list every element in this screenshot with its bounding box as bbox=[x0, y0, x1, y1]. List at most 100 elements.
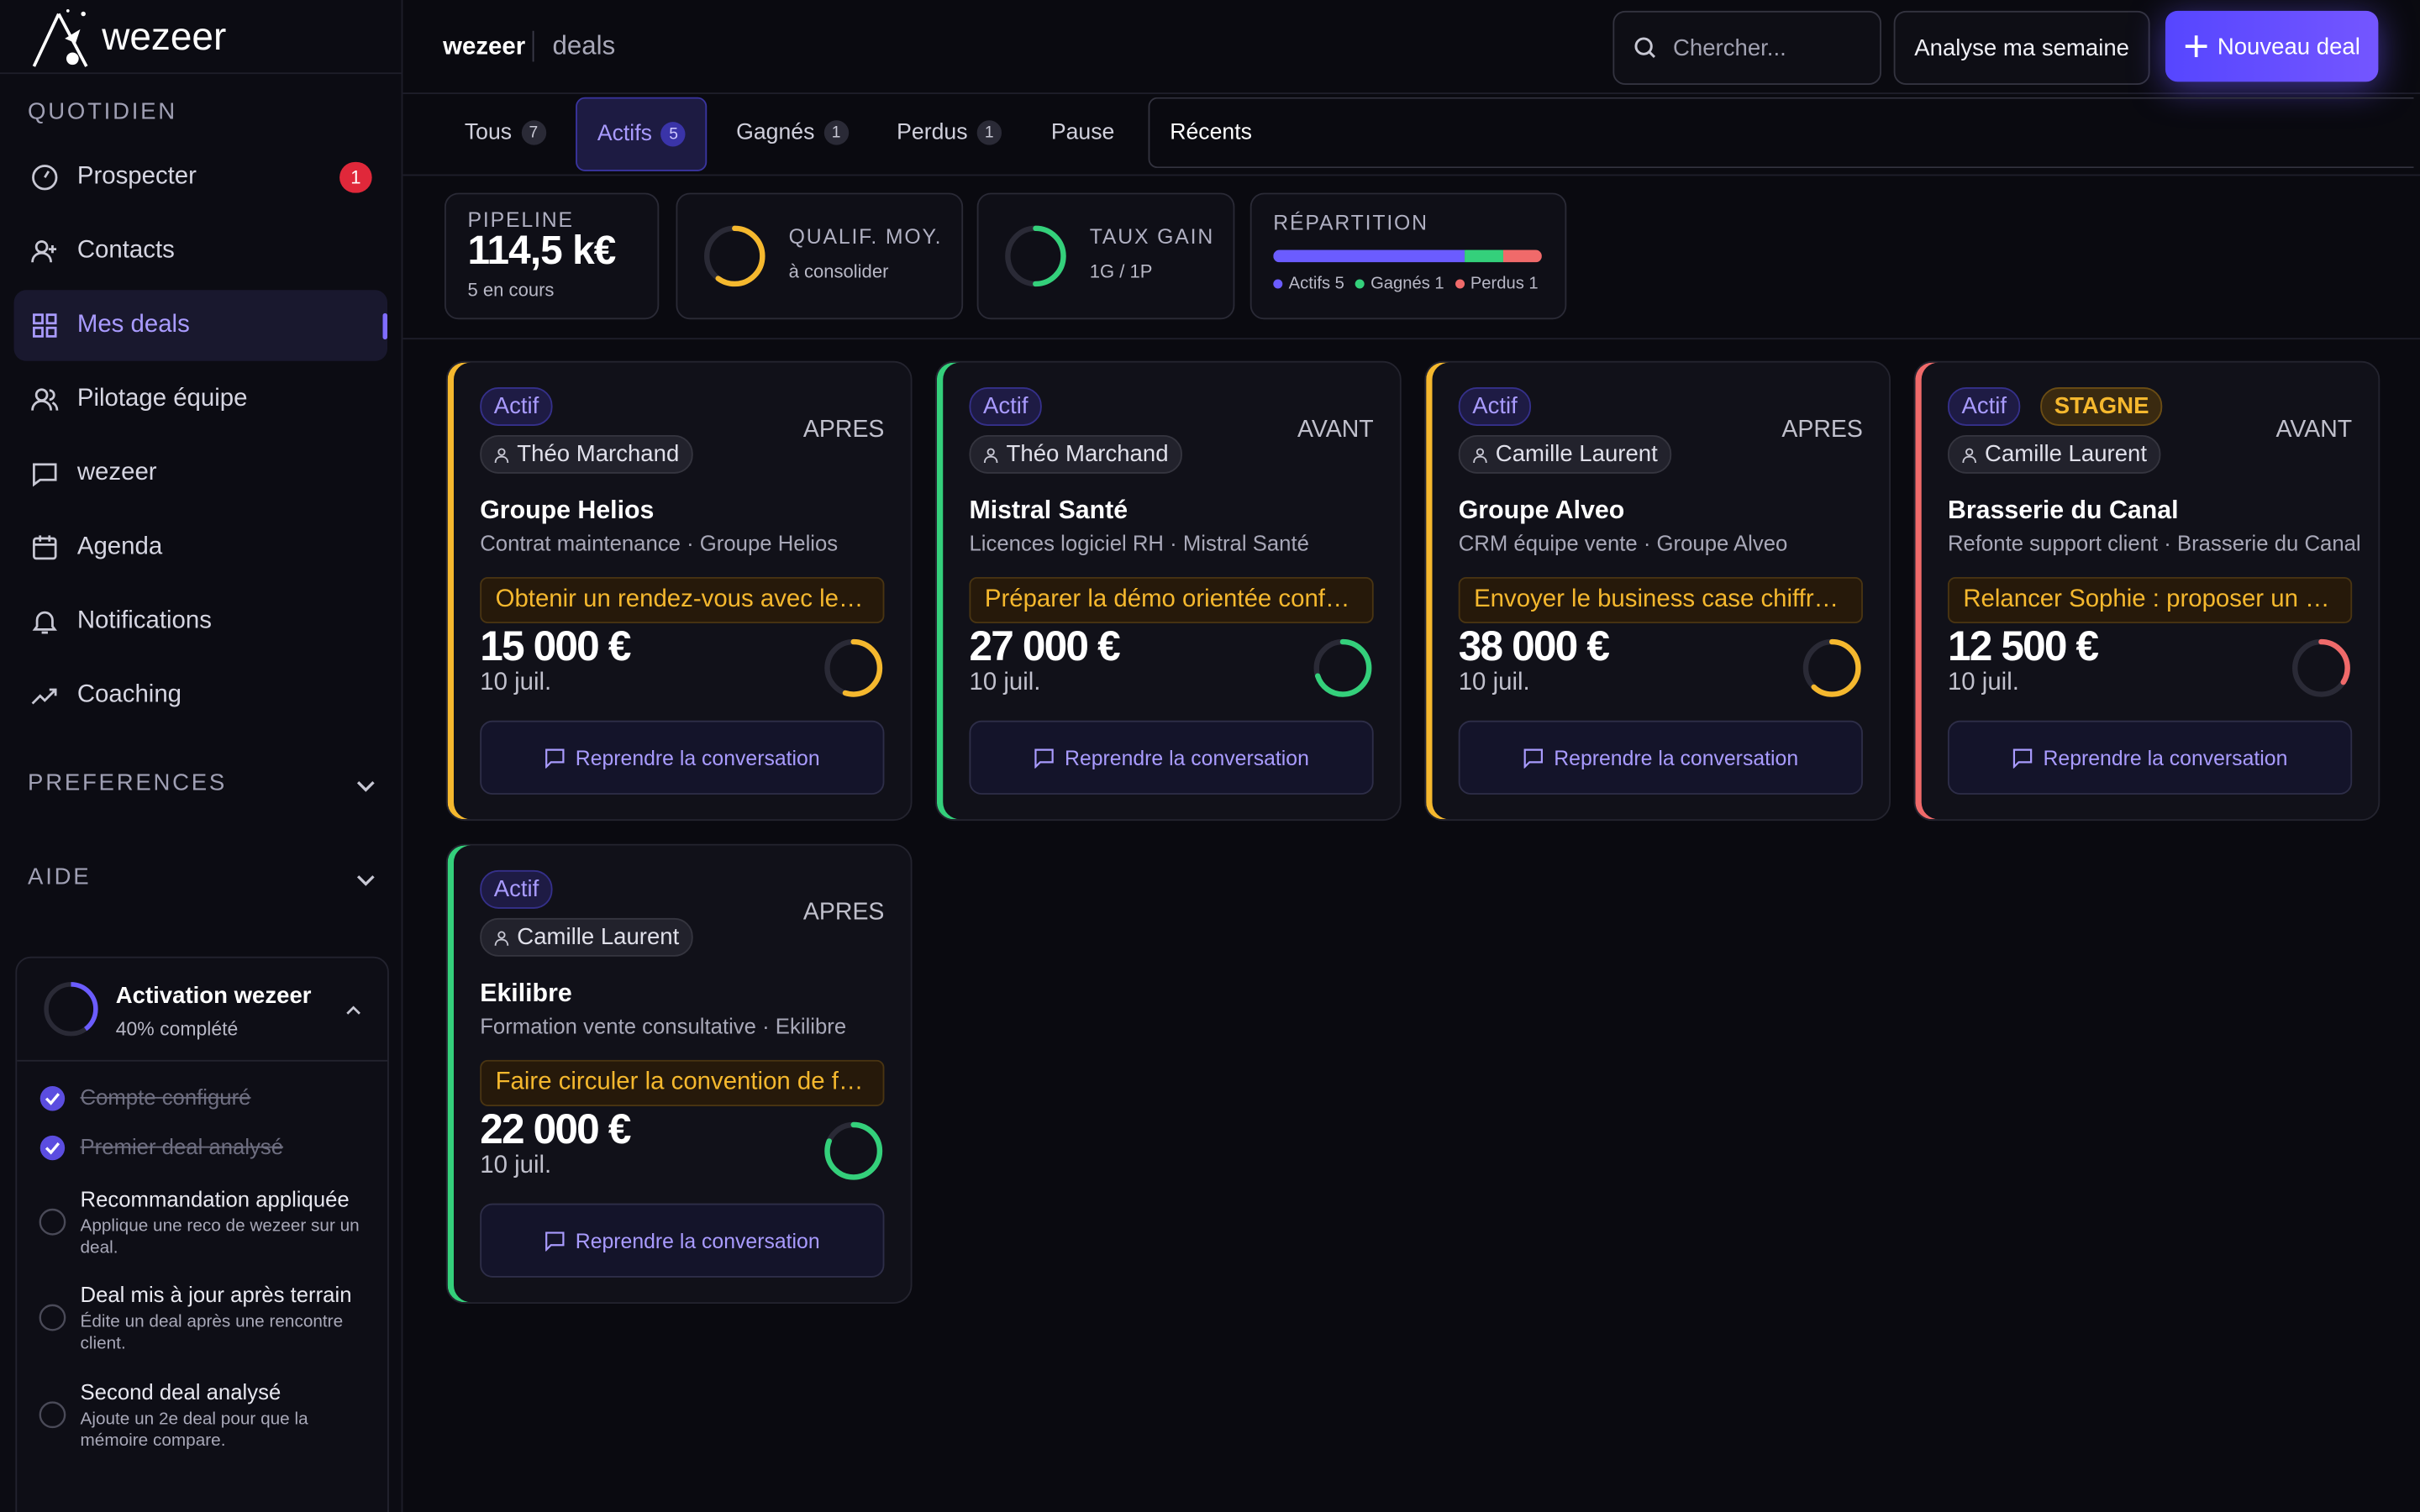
owner-pill: Camille Laurent bbox=[1458, 434, 1672, 474]
new-deal-button[interactable]: Nouveau deal bbox=[2165, 10, 2379, 82]
nav-label: wezeer bbox=[76, 459, 157, 486]
tab-count: 1 bbox=[823, 120, 849, 145]
deal-card[interactable]: Actif Camille Laurent APRES Groupe Alveo CRM… bbox=[1424, 360, 1891, 822]
section-title[interactable]: PREFERENCES bbox=[28, 769, 228, 796]
ring-arc bbox=[704, 225, 765, 287]
activation-title: Activation wezeer bbox=[115, 983, 312, 1010]
owner-name: Camille Laurent bbox=[517, 924, 680, 951]
nav-item[interactable]: Prospecter 1 bbox=[14, 142, 387, 213]
status-pill: Actif bbox=[1947, 387, 2021, 426]
deal-name: Brasserie du Canal bbox=[1947, 496, 2179, 525]
page-title: deals bbox=[552, 30, 616, 60]
legend-count: 1 bbox=[1528, 274, 1539, 293]
deal-card[interactable]: Actif Camille Laurent APRES Ekilibre Formati… bbox=[445, 843, 913, 1305]
nav-label: Agenda bbox=[76, 533, 163, 560]
section-title[interactable]: AIDE bbox=[28, 864, 92, 890]
tab-label: Pause bbox=[1050, 120, 1115, 145]
owner-icon bbox=[983, 447, 998, 463]
amount: 27 000 € bbox=[969, 623, 1120, 670]
check[interactable] bbox=[39, 1134, 66, 1162]
sidebar: wezeer QUOTIDIEN Prospecter 1 Contacts Mes … bbox=[0, 0, 403, 1512]
nav-item[interactable]: Mes deals bbox=[13, 290, 388, 361]
amount: 15 000 € bbox=[480, 623, 631, 670]
search-box[interactable]: Chercher... bbox=[1612, 10, 1881, 86]
score-ring: 55 bbox=[824, 638, 883, 697]
deal-name: Mistral Santé bbox=[969, 496, 1128, 525]
legend-entry: Perdus 1 bbox=[1455, 274, 1539, 293]
nav-item[interactable]: wezeer bbox=[14, 438, 387, 509]
resume-button[interactable]: Reprendre la conversation bbox=[480, 1203, 885, 1278]
score-ring: 50 bbox=[1005, 225, 1066, 287]
check[interactable] bbox=[39, 1208, 66, 1236]
deal-card[interactable]: Actif STAGNE Camille Laurent AVANT Brasserie… bbox=[1913, 360, 2381, 822]
resume-button[interactable]: Reprendre la conversation bbox=[1947, 720, 2353, 795]
resume-button[interactable]: Reprendre la conversation bbox=[969, 720, 1374, 795]
chat-icon bbox=[544, 748, 565, 768]
resume-label: Reprendre la conversation bbox=[575, 746, 820, 769]
new-deal-label: Nouveau deal bbox=[2217, 33, 2360, 60]
deal-name: Groupe Helios bbox=[480, 496, 655, 525]
nav-icon bbox=[32, 611, 57, 634]
nav-item[interactable]: Agenda bbox=[14, 512, 387, 583]
tab-label: Récents bbox=[1170, 120, 1252, 145]
check[interactable] bbox=[39, 1304, 66, 1331]
nav-icon bbox=[32, 165, 58, 191]
deal-name: Ekilibre bbox=[480, 979, 572, 1008]
score-card: 60 QUALIF. MOY. à consolider bbox=[676, 192, 964, 320]
amount: 38 000 € bbox=[1458, 623, 1610, 670]
owner-pill: Camille Laurent bbox=[480, 917, 693, 957]
score-ring: 60 bbox=[704, 225, 765, 287]
ring-arc bbox=[1313, 638, 1372, 697]
tab[interactable]: Tous 7 bbox=[445, 97, 566, 168]
resume-label: Reprendre la conversation bbox=[1065, 746, 1309, 769]
nav-item[interactable]: Pilotage équipe bbox=[14, 364, 387, 434]
chevron[interactable] bbox=[355, 869, 376, 890]
owner-pill: Camille Laurent bbox=[1947, 434, 2161, 474]
tab[interactable]: Gagnés 1 bbox=[716, 97, 868, 168]
owner-pill: Théo Marchand bbox=[969, 434, 1183, 474]
nav-item[interactable]: Notifications bbox=[14, 586, 387, 657]
analyze-button[interactable]: Analyse ma semaine bbox=[1893, 10, 2150, 86]
next-action: Préparer la démo orientée conf… bbox=[969, 576, 1374, 624]
score-ring: 62 bbox=[1802, 638, 1861, 697]
logo-text: wezeer bbox=[102, 14, 227, 58]
chat-icon bbox=[1034, 748, 1054, 768]
owner-name: Théo Marchand bbox=[517, 441, 680, 468]
nav-item[interactable]: Coaching bbox=[14, 660, 387, 731]
divider bbox=[402, 338, 2420, 340]
nav-icon bbox=[31, 240, 57, 263]
legend-dot bbox=[1455, 279, 1465, 289]
status-pill: Actif bbox=[969, 387, 1043, 426]
deal-card[interactable]: Actif Théo Marchand APRES Groupe Helios Cont… bbox=[445, 360, 913, 822]
collapse-chevron[interactable] bbox=[345, 1001, 363, 1020]
nav-item[interactable]: Contacts bbox=[14, 216, 387, 286]
status-pill: Actif bbox=[480, 869, 553, 909]
tab[interactable]: Actifs 5 bbox=[576, 97, 708, 171]
deal-card[interactable]: Actif Théo Marchand AVANT Mistral Santé Lice… bbox=[935, 360, 1402, 822]
tab[interactable]: Perdus 1 bbox=[876, 97, 1022, 168]
legend-name: Actifs bbox=[1288, 274, 1331, 293]
legend-count: 1 bbox=[1434, 274, 1444, 293]
separator bbox=[532, 30, 534, 62]
check[interactable] bbox=[39, 1084, 66, 1112]
deal-name: Groupe Alveo bbox=[1458, 496, 1625, 525]
legend-dot bbox=[1355, 279, 1365, 289]
stat-value: 114,5 k€ bbox=[467, 227, 617, 274]
ring-arc bbox=[44, 982, 98, 1037]
nav-label: Mes deals bbox=[76, 312, 190, 339]
activation-item: Premier deal analysé bbox=[80, 1134, 284, 1159]
tab[interactable]: Pause bbox=[1031, 97, 1134, 168]
date: 10 juil. bbox=[480, 669, 552, 696]
progress-ring: 2/5 bbox=[44, 982, 98, 1037]
date: 10 juil. bbox=[1947, 669, 2019, 696]
resume-button[interactable]: Reprendre la conversation bbox=[1458, 720, 1863, 795]
tab[interactable]: Récents bbox=[1148, 97, 2414, 169]
check[interactable] bbox=[39, 1401, 66, 1429]
chevron[interactable] bbox=[355, 774, 376, 796]
nav-icon bbox=[33, 463, 57, 487]
owner-name: Théo Marchand bbox=[1006, 441, 1169, 468]
resume-button[interactable]: Reprendre la conversation bbox=[480, 720, 885, 795]
legend-dot bbox=[1273, 279, 1283, 289]
search-placeholder: Chercher... bbox=[1673, 34, 1786, 61]
